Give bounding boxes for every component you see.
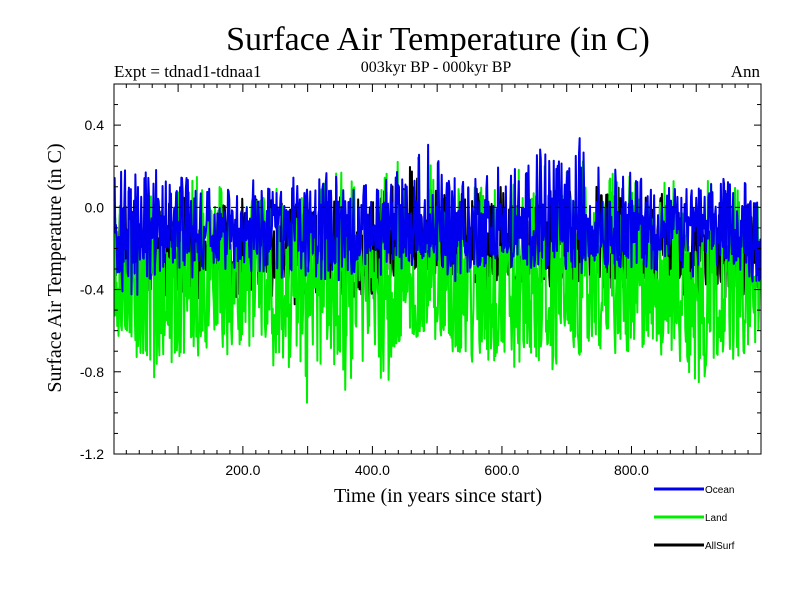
x-tick-label: 800.0 [614,462,649,478]
legend: Ocean Land AllSurf [654,485,735,552]
y-axis-label: Surface Air Temperature (in C) [44,143,66,392]
x-axis-label: Time (in years since start) [334,485,542,507]
y-tick-label: -1.2 [80,446,104,462]
x-tick-label: 600.0 [484,462,519,478]
series-layer [114,137,761,404]
series-line-ocean [114,137,761,296]
y-tick-label: 0.0 [85,199,105,215]
legend-label-ocean: Ocean [705,485,734,496]
x-axis: 200.0 400.0 600.0 800.0 [125,84,749,478]
series-line-land [114,153,761,404]
season-label: Ann [731,62,761,81]
y-axis: -1.2 -0.8 -0.4 0.0 0.4 [80,83,761,462]
legend-label-allsurf: AllSurf [705,541,735,552]
y-tick-label: 0.4 [85,117,105,133]
y-tick-label: -0.8 [80,364,104,380]
chart-subtitle: 003kyr BP - 000kyr BP [361,59,512,76]
y-tick-label: -0.4 [80,282,104,298]
plot-area [113,83,762,455]
experiment-label: Expt = tdnad1-tdnaa1 [114,62,261,81]
legend-label-land: Land [705,513,727,524]
x-tick-label: 400.0 [355,462,390,478]
chart-title: Surface Air Temperature (in C) [226,21,650,58]
x-tick-label: 200.0 [225,462,260,478]
